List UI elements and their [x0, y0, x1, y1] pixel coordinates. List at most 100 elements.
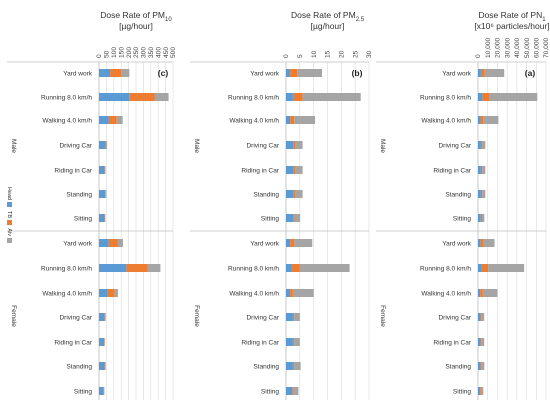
bar-alv: [481, 313, 485, 321]
bar-head: [286, 214, 294, 222]
x-tick-label: 300: [141, 47, 148, 58]
bar-head: [478, 362, 481, 370]
bar-head: [478, 69, 481, 77]
x-tick-label: 200: [126, 47, 133, 58]
x-tick-label: 150: [118, 47, 125, 58]
bar-head: [99, 214, 105, 222]
chart-title: Dose Rate of PM10: [100, 10, 172, 23]
bar-head: [99, 313, 105, 321]
category-label: Running 8.0 km/h: [41, 266, 92, 273]
x-tick-label: 20: [339, 50, 346, 58]
bar-head: [99, 141, 106, 149]
bar-head: [286, 264, 292, 272]
bar-tb: [293, 166, 296, 174]
bar-head: [99, 116, 109, 124]
bar-alv: [147, 264, 161, 272]
category-label: Driving Car: [438, 143, 471, 150]
chart-title-main: Dose Rate of PM: [291, 10, 356, 20]
category-label: Driving Car: [246, 143, 279, 150]
bar-tb: [480, 313, 482, 321]
bar-head: [286, 190, 294, 198]
bar-tb: [292, 313, 295, 321]
category-label: Riding in Car: [54, 168, 92, 175]
panel-pn1: Dose Rate of PN1[x10⁶ particles/hour] 0 10…: [376, 10, 550, 400]
x-tick-label: 30: [366, 50, 373, 58]
bar-head: [99, 289, 108, 297]
x-tick-label: 70,000: [543, 37, 550, 58]
bar-alv: [481, 214, 485, 222]
x-tick-label: 250: [133, 47, 140, 58]
group-label: Female: [10, 305, 17, 327]
bar-tb: [290, 69, 298, 77]
bar-tb: [480, 116, 484, 124]
panel-label: (b): [352, 68, 363, 78]
x-tick-label: 5: [297, 54, 304, 58]
bar-head: [478, 116, 481, 124]
bar-head: [99, 93, 130, 101]
bar-alv: [482, 289, 498, 297]
chart-title-subscript: 10: [165, 17, 172, 23]
x-tick-label: 50: [104, 50, 111, 58]
bar-alv: [484, 69, 505, 77]
bar-head: [99, 190, 106, 198]
chart-title-subscript: 1: [542, 17, 546, 23]
bar-tb: [480, 69, 485, 77]
x-tick-label: 15: [325, 50, 332, 58]
bar-head: [99, 362, 105, 370]
bar-alv: [302, 93, 361, 101]
panel-label: (a): [525, 68, 536, 78]
bar-head: [286, 69, 291, 77]
category-label: Yard work: [63, 241, 93, 248]
category-label: Riding in Car: [54, 340, 92, 347]
category-label: Running 8.0 km/h: [420, 95, 471, 102]
bar-alv: [294, 338, 300, 346]
category-label: Standing: [253, 364, 279, 371]
x-tick-label: 60,000: [533, 37, 540, 58]
bar-alv: [292, 289, 314, 297]
chart-title-units: [µg/hour]: [119, 21, 153, 31]
x-tick-label: 10: [311, 50, 318, 58]
bar-alv: [483, 239, 495, 247]
bar-head: [99, 69, 111, 77]
x-tick-label: 40,000: [514, 37, 521, 58]
legend-swatch: [7, 202, 12, 207]
bar-alv: [482, 190, 486, 198]
bar-alv: [116, 116, 123, 124]
category-label: Walking 4.0 km/h: [229, 291, 279, 298]
group-label: Female: [193, 305, 200, 327]
bar-tb: [105, 141, 107, 149]
bar-alv: [105, 313, 106, 321]
legend-swatch: [7, 220, 12, 225]
bar-head: [478, 338, 481, 346]
chart-title-units: [µg/hour]: [311, 21, 345, 31]
legend-swatch: [7, 238, 12, 243]
category-label: Running 8.0 km/h: [228, 95, 279, 102]
x-tick-label: 0: [475, 54, 482, 58]
chart-title-main: Dose Rate of PM: [100, 10, 165, 20]
bar-head: [478, 387, 481, 395]
bar-tb: [129, 93, 155, 101]
bar-head: [478, 166, 481, 174]
chart-title-main: Dose Rate of PN: [478, 10, 542, 20]
category-label: Running 8.0 km/h: [420, 266, 471, 273]
bar-head: [478, 313, 481, 321]
chart-title-subscript: 2.5: [356, 17, 365, 23]
group-label: Female: [379, 305, 386, 327]
bar-tb: [480, 387, 482, 395]
bar-head: [286, 338, 293, 346]
category-label: Driving Car: [59, 143, 92, 150]
x-tick-label: 100: [111, 47, 118, 58]
bar-alv: [294, 214, 301, 222]
bar-alv: [483, 116, 499, 124]
panel-pm10: Dose Rate of PM10[µg/hour]0 50 100 150 200 25…: [6, 10, 177, 400]
bar-tb: [482, 93, 490, 101]
bar-alv: [481, 387, 484, 395]
bar-tb: [293, 214, 295, 222]
bar-head: [478, 239, 481, 247]
bar-head: [99, 338, 105, 346]
category-label: Riding in Car: [433, 340, 471, 347]
bar-tb: [480, 289, 483, 297]
category-label: Riding in Car: [433, 168, 471, 175]
category-label: Sitting: [74, 216, 92, 223]
group-label: Male: [379, 139, 386, 153]
